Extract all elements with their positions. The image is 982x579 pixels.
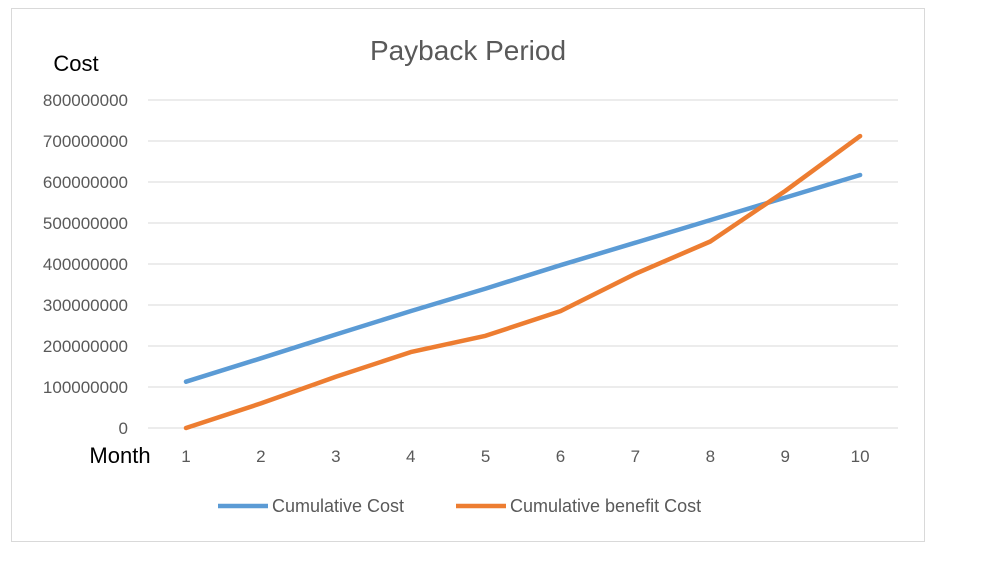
- y-axis-label: Cost: [53, 51, 98, 76]
- gridlines: [148, 99, 898, 429]
- x-tick-label: 7: [631, 447, 640, 466]
- y-tick-label: 300000000: [43, 296, 128, 315]
- x-tick-labels: 1 2 3 4 5 6 7 8 9 10: [181, 447, 869, 466]
- x-tick-label: 4: [406, 447, 415, 466]
- series-lines: [183, 133, 863, 431]
- chart-title: Payback Period: [370, 35, 566, 66]
- legend: Cumulative Cost Cumulative benefit Cost: [218, 496, 701, 516]
- y-tick-label: 700000000: [43, 132, 128, 151]
- y-tick-label: 800000000: [43, 91, 128, 110]
- x-tick-label: 8: [706, 447, 715, 466]
- y-tick-label: 500000000: [43, 214, 128, 233]
- series-line-1: [183, 172, 863, 384]
- legend-label: Cumulative Cost: [272, 496, 404, 516]
- x-tick-label: 10: [851, 447, 870, 466]
- y-tick-labels: 0 100000000 200000000 300000000 400000000 500…: [43, 91, 128, 438]
- y-tick-label: 100000000: [43, 378, 128, 397]
- x-tick-label: 3: [331, 447, 340, 466]
- chart-frame: [11, 8, 925, 542]
- x-tick-label: 9: [780, 447, 789, 466]
- series-line-2: [183, 133, 863, 431]
- y-tick-label: 0: [119, 419, 128, 438]
- x-tick-label: 2: [256, 447, 265, 466]
- legend-label: Cumulative benefit Cost: [510, 496, 701, 516]
- y-tick-label: 200000000: [43, 337, 128, 356]
- x-tick-label: 5: [481, 447, 490, 466]
- x-tick-label: 1: [181, 447, 190, 466]
- x-axis-label: Month: [89, 443, 150, 468]
- y-tick-label: 400000000: [43, 255, 128, 274]
- y-tick-label: 600000000: [43, 173, 128, 192]
- x-tick-label: 6: [556, 447, 565, 466]
